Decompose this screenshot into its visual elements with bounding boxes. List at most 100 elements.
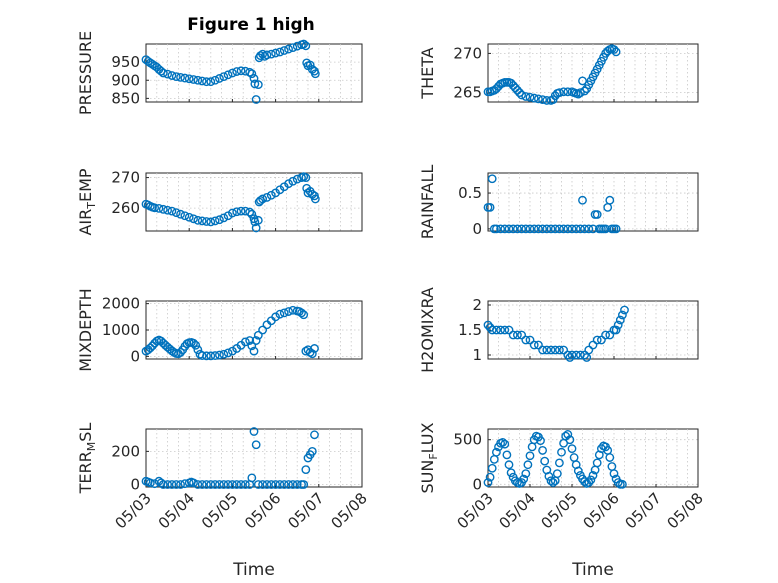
data-point	[171, 480, 181, 489]
data-point	[519, 474, 529, 484]
data-point	[251, 95, 261, 104]
data-point	[171, 208, 181, 218]
data-point	[288, 480, 298, 489]
y-axis-label: H2OMIXRA	[418, 287, 437, 373]
data-point	[271, 480, 280, 489]
data-point	[580, 86, 589, 96]
data-point	[176, 480, 185, 489]
data-point	[611, 47, 621, 57]
data-point	[504, 224, 514, 234]
data-series-pressure	[141, 39, 320, 104]
data-point	[508, 224, 518, 234]
data-point	[555, 458, 564, 468]
data-point	[502, 450, 512, 460]
data-point	[288, 43, 298, 53]
data-point	[167, 71, 177, 80]
x-axis-label: Time	[571, 560, 614, 580]
data-point	[609, 469, 619, 479]
data-point	[567, 350, 577, 360]
data-point	[284, 307, 293, 316]
data-point	[223, 480, 233, 489]
data-point	[565, 435, 575, 445]
data-point	[540, 456, 550, 466]
data-point	[618, 479, 627, 489]
data-point	[240, 337, 250, 347]
subplot-theta: 265 270 THETA	[418, 43, 699, 105]
data-point	[251, 223, 261, 233]
data-point	[279, 46, 289, 55]
data-series-sun_flux	[483, 429, 627, 489]
data-point	[491, 447, 501, 457]
data-point	[223, 348, 233, 358]
data-point	[232, 480, 242, 489]
data-point	[240, 480, 250, 489]
data-point	[279, 308, 289, 318]
data-point	[215, 480, 224, 489]
y-axis-label: SUNFLUX	[418, 422, 440, 493]
data-point	[555, 345, 564, 355]
data-point	[567, 224, 577, 234]
y-axis-label: THETA	[418, 47, 437, 99]
data-point	[506, 468, 516, 478]
data-point	[529, 340, 539, 350]
y-tick-label: 1.5	[458, 321, 482, 339]
data-point	[615, 315, 625, 325]
data-point	[167, 206, 177, 216]
data-point	[288, 176, 298, 186]
data-point	[301, 173, 311, 182]
data-point	[483, 478, 493, 487]
data-point	[485, 472, 495, 482]
data-point	[521, 335, 531, 345]
data-point	[567, 444, 577, 454]
data-point	[613, 320, 623, 330]
data-point	[197, 351, 207, 360]
data-point	[197, 480, 207, 489]
data-point	[498, 437, 508, 447]
data-point	[584, 478, 594, 487]
data-point	[504, 460, 514, 470]
data-point	[592, 210, 602, 219]
data-point	[586, 475, 596, 485]
data-point	[500, 439, 510, 449]
data-point	[193, 480, 203, 489]
data-point	[219, 480, 229, 489]
y-tick-label: 1000	[102, 321, 140, 339]
data-point	[576, 88, 585, 97]
data-series-h2omixra	[483, 305, 629, 362]
data-point	[310, 430, 319, 440]
data-point	[250, 79, 260, 89]
data-point	[189, 338, 198, 348]
data-series-terr_msl	[141, 427, 319, 489]
y-tick-label: 500	[453, 431, 482, 449]
data-point	[206, 77, 216, 87]
data-point	[193, 215, 203, 225]
data-point	[163, 69, 173, 79]
y-tick-label: 200	[111, 442, 140, 460]
data-point	[202, 77, 211, 87]
data-point	[154, 204, 164, 213]
data-point	[601, 330, 610, 340]
data-point	[297, 308, 306, 318]
data-point	[578, 195, 587, 205]
data-point	[500, 224, 510, 234]
data-point	[513, 330, 522, 340]
data-point	[523, 460, 533, 470]
data-point	[210, 216, 220, 226]
data-point	[176, 348, 185, 357]
data-point	[536, 436, 545, 445]
data-point	[500, 325, 510, 335]
y-tick-label: 850	[111, 89, 140, 107]
data-series-theta	[483, 44, 621, 105]
data-point	[529, 93, 539, 103]
data-point	[544, 471, 554, 481]
data-point	[534, 94, 543, 104]
data-point	[266, 480, 276, 489]
data-point	[620, 305, 629, 315]
y-tick-label: 1	[472, 346, 482, 364]
x-axis-label: Time	[232, 560, 275, 580]
data-point	[232, 207, 242, 217]
data-point	[145, 343, 155, 353]
data-point	[548, 478, 558, 487]
data-point	[191, 340, 201, 350]
data-point	[284, 179, 293, 189]
